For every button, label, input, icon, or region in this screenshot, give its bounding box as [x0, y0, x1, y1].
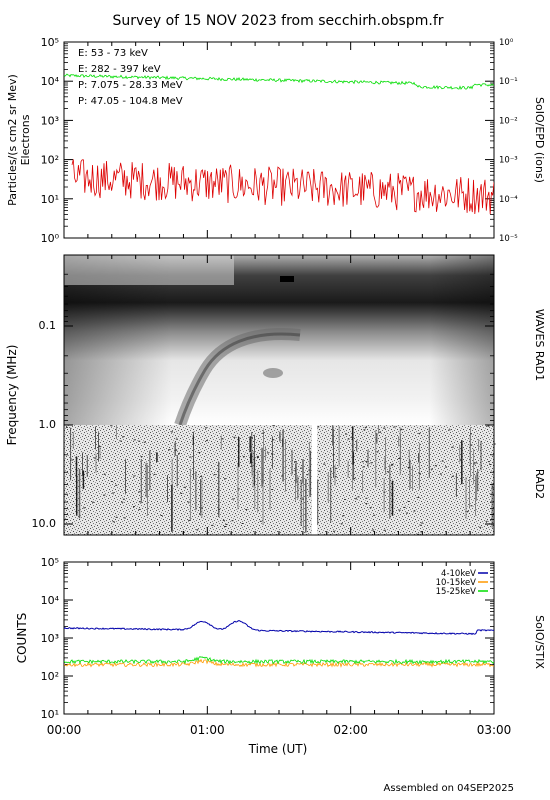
stix-legend-15-25: 15-25keV [436, 587, 477, 597]
stix-right-label: SoIO/STIX [533, 615, 546, 669]
stix-ytick-1: 10² [41, 670, 59, 683]
stix-ytick-4: 10⁵ [41, 556, 59, 569]
stix-panel: 10¹ 10² 10³ 10⁴ 10⁵ 4-10keV 10-15keV 15-25ke… [15, 556, 546, 721]
stix-ytick-0: 10¹ [41, 708, 59, 721]
stix-series-15-25 [64, 655, 494, 665]
epd-legend-p47: P: 47.05 - 104.8 MeV [78, 96, 183, 107]
epd-legend-p7: P: 7.075 - 28.33 MeV [78, 80, 183, 91]
epd-ytick-0: 10⁰ [41, 232, 60, 245]
rad2-spectrogram [64, 425, 494, 535]
waves-rad1-label: WAVES RAD1 [533, 309, 546, 381]
stix-ytick-3: 10⁴ [41, 594, 60, 607]
stix-series-4-10 [64, 620, 494, 636]
stix-legend-4-10: 4-10keV [441, 569, 476, 579]
figure-title: Survey of 15 NOV 2023 from secchirh.obsp… [112, 13, 443, 29]
stix-frame [63, 561, 495, 715]
epd-ytick-5: 10⁵ [41, 36, 59, 49]
epd-panel: 10⁰ 10¹ 10² 10³ 10⁴ 10⁵ 10⁻⁵ 10⁻⁴ 10⁻³ 10⁻² 10⁻¹ 10… [6, 36, 546, 245]
epd-ylabel: Particles/(s cm2 sr Mev) [6, 74, 19, 206]
epd-right-tick-4: 10⁻¹ [499, 77, 518, 87]
x-tick-label-2: 02:00 [333, 723, 368, 737]
stix-series-10-15 [64, 658, 494, 668]
epd-right-tick-0: 10⁻⁵ [499, 234, 518, 244]
x-axis-label: Time (UT) [248, 742, 308, 756]
rad2-data-gap [312, 425, 317, 535]
epd-right-label: SoIO/EPD (ions) [533, 97, 546, 183]
waves-ylabel: Frequency (MHz) [5, 345, 19, 446]
epd-right-tick-5: 10⁰ [499, 38, 514, 48]
stix-ylabel: COUNTS [15, 613, 29, 664]
freq-tick-0.1: 0.1 [39, 319, 57, 332]
epd-right-tick-3: 10⁻² [499, 116, 518, 126]
epd-axis-ticks: 10⁰ 10¹ 10² 10³ 10⁴ 10⁵ 10⁻⁵ 10⁻⁴ 10⁻³ 10⁻² 10⁻¹ 10… [41, 36, 519, 245]
epd-series-e282 [71, 159, 494, 215]
x-tick-label-0: 00:00 [47, 723, 82, 737]
epd-right-tick-1: 10⁻⁴ [499, 195, 518, 205]
x-tick-label-3: 03:00 [477, 723, 512, 737]
x-axis-tick-labels: 00:00 01:00 02:00 03:00 [47, 723, 512, 737]
x-tick-label-1: 01:00 [190, 723, 225, 737]
epd-ytick-1: 10¹ [41, 193, 59, 206]
stix-ytick-2: 10³ [41, 632, 59, 645]
epd-series-e53 [64, 73, 494, 90]
freq-tick-1.0: 1.0 [39, 418, 57, 431]
waves-rad2-label: RAD2 [533, 469, 546, 499]
freq-tick-10.0: 10.0 [32, 517, 57, 530]
epd-legend-e53: E: 53 - 73 keV [78, 48, 148, 59]
waves-panel: 0.1 1.0 10.0 Frequency (MHz) WAVES RAD1 … [5, 254, 546, 536]
epd-ytick-4: 10⁴ [41, 75, 60, 88]
epd-legend-e282: E: 282 - 397 keV [78, 64, 161, 75]
epd-ytick-2: 10² [41, 154, 59, 167]
epd-right-tick-2: 10⁻³ [499, 156, 518, 166]
assembled-footer: Assembled on 04SEP2025 [384, 783, 514, 794]
epd-ytick-3: 10³ [41, 114, 59, 127]
epd-ylabel-electrons: Electrons [19, 114, 32, 165]
stix-legend-10-15: 10-15keV [436, 578, 477, 588]
